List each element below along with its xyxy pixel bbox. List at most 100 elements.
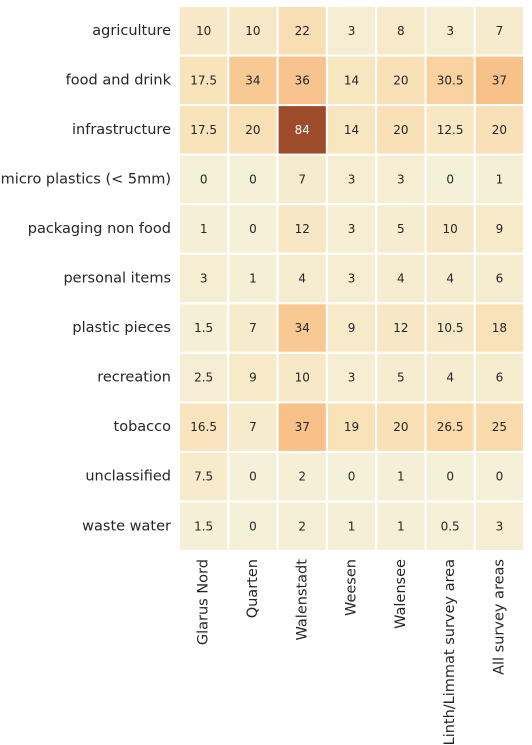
cell-value-label: 2 <box>298 470 306 484</box>
cell-value-label: 0 <box>249 519 257 533</box>
row-label: micro plastics (< 5mm) <box>1 171 171 187</box>
cell-value-label: 3 <box>348 371 356 385</box>
heatmap-cell <box>473 500 526 553</box>
heatmap-cell <box>325 450 378 503</box>
cell-value-label: 4 <box>446 272 454 286</box>
row-label: recreation <box>97 370 171 386</box>
cell-value-label: 0 <box>348 470 356 484</box>
cell-value-label: 12 <box>295 222 310 236</box>
column-label: All survey areas <box>491 559 507 675</box>
cell-value-label: 20 <box>393 73 408 87</box>
cell-value-label: 6 <box>496 371 504 385</box>
cell-value-label: 0 <box>249 172 257 186</box>
heatmap-cell <box>178 252 230 305</box>
cell-value-label: 7 <box>249 321 257 335</box>
heatmap-cell <box>473 351 526 404</box>
heatmap-cell <box>424 302 476 354</box>
cell-value-label: 5 <box>397 371 405 385</box>
cell-value-label: 10.5 <box>437 321 464 335</box>
cell-value-label: 3 <box>446 24 454 38</box>
column-label: Walenstadt <box>294 559 310 641</box>
heatmap-cell <box>473 54 526 107</box>
cell-value-label: 19 <box>344 420 359 434</box>
heatmap-cell <box>325 351 378 404</box>
heatmap-cell <box>227 351 279 404</box>
heatmap-cell <box>424 450 476 503</box>
cell-value-label: 3 <box>200 272 208 286</box>
column-label: Quarten <box>245 559 261 618</box>
cell-value-label: 3 <box>496 519 504 533</box>
heatmap-cell <box>424 104 476 156</box>
heatmap-cell <box>375 54 427 107</box>
cell-value-label: 3 <box>348 172 356 186</box>
cell-value-label: 10 <box>245 24 260 38</box>
cell-value-label: 37 <box>492 73 507 87</box>
heatmap-cell <box>276 54 328 107</box>
cell-value-label: 7 <box>496 24 504 38</box>
cell-value-label: 0 <box>496 470 504 484</box>
cell-value-label: 36 <box>295 73 310 87</box>
heatmap-cell <box>276 302 328 354</box>
cell-value-label: 2 <box>298 519 306 533</box>
column-label: Walensee <box>393 559 409 629</box>
heatmap-cell <box>227 104 279 156</box>
cell-value-label: 17.5 <box>190 73 217 87</box>
cell-value-label: 2.5 <box>194 371 213 385</box>
row-label: unclassified <box>85 469 171 485</box>
cell-value-label: 0 <box>446 470 454 484</box>
heatmap-cell <box>178 203 230 255</box>
heatmap-cell <box>227 153 279 206</box>
heatmap-cell <box>375 450 427 503</box>
cell-value-label: 8 <box>397 24 405 38</box>
cell-value-label: 1 <box>397 519 405 533</box>
heatmap-cell <box>178 54 230 107</box>
cell-value-label: 7 <box>249 420 257 434</box>
cell-value-label: 1 <box>496 172 504 186</box>
heatmap-cell <box>276 500 328 553</box>
cell-value-label: 34 <box>295 321 310 335</box>
cell-value-label: 10 <box>196 24 211 38</box>
row-label: packaging non food <box>28 221 171 237</box>
cell-value-label: 3 <box>348 222 356 236</box>
heatmap-cell <box>325 500 378 553</box>
cell-value-label: 10 <box>443 222 458 236</box>
row-label: food and drink <box>66 72 172 88</box>
cell-value-label: 34 <box>245 73 260 87</box>
column-label: Glarus Nord <box>196 559 212 645</box>
cell-value-label: 1 <box>397 470 405 484</box>
heatmap-cell <box>276 450 328 503</box>
cell-value-label: 25 <box>492 420 507 434</box>
cell-value-label: 22 <box>295 24 310 38</box>
cell-value-label: 14 <box>344 73 359 87</box>
cell-value-label: 12.5 <box>437 123 464 137</box>
heatmap-cell <box>178 450 230 503</box>
cell-value-label: 9 <box>348 321 356 335</box>
heatmap-cell <box>375 104 427 156</box>
cell-value-label: 1.5 <box>194 321 213 335</box>
cell-value-label: 6 <box>496 272 504 286</box>
heatmap-cell <box>375 500 427 553</box>
cell-value-label: 3 <box>397 172 405 186</box>
cell-value-label: 0 <box>249 470 257 484</box>
cell-value-label: 4 <box>446 371 454 385</box>
cell-value-label: 0.5 <box>441 519 460 533</box>
row-label: agriculture <box>92 23 171 39</box>
heatmap-cell <box>424 5 476 57</box>
cell-value-label: 20 <box>393 420 408 434</box>
cell-value-label: 0 <box>200 172 208 186</box>
cell-value-label: 4 <box>298 272 306 286</box>
row-label: tobacco <box>114 419 172 435</box>
heatmap-cell <box>178 153 230 206</box>
cell-value-label: 7.5 <box>194 470 213 484</box>
cell-value-label: 30.5 <box>437 73 464 87</box>
cell-value-label: 0 <box>249 222 257 236</box>
cell-value-label: 1 <box>200 222 208 236</box>
heatmap-cell <box>424 351 476 404</box>
cell-value-label: 20 <box>492 123 507 137</box>
heatmap-cell <box>276 401 328 453</box>
cell-value-label: 12 <box>393 321 408 335</box>
heatmap-cell <box>178 351 230 404</box>
cell-value-label: 37 <box>295 420 310 434</box>
cell-value-label: 3 <box>348 24 356 38</box>
